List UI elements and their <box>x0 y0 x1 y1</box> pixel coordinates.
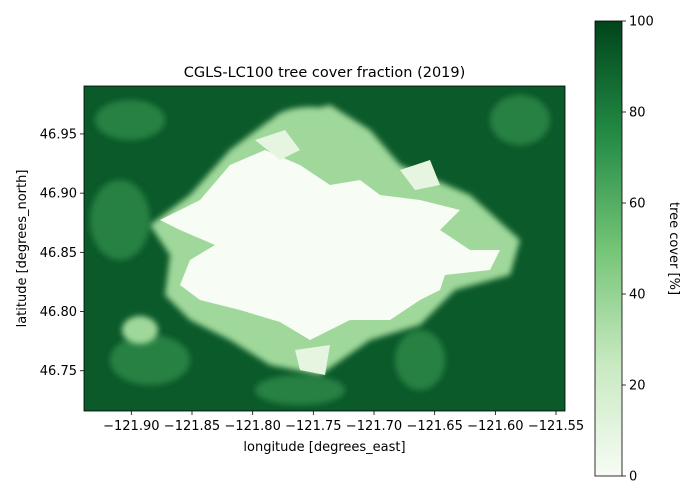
x-tick-label: −121.75 <box>285 419 341 434</box>
colorbar <box>594 20 623 477</box>
x-tick-label: −121.90 <box>103 419 159 434</box>
colorbar-tick-label: 0 <box>629 470 637 485</box>
raster-texture <box>90 95 550 405</box>
colorbar-tick-label: 40 <box>629 288 646 303</box>
x-tick-label: −121.85 <box>164 419 220 434</box>
y-tick-label: 46.95 <box>40 127 77 142</box>
colorbar-tick-label: 80 <box>629 106 646 121</box>
raster <box>84 86 565 411</box>
colorbar-tick-label: 60 <box>629 197 646 212</box>
colorbar-tick-label: 100 <box>629 15 654 30</box>
y-tick-label: 46.90 <box>40 187 77 202</box>
x-tick-label: −121.55 <box>528 419 584 434</box>
colorbar-label: tree cover [%] <box>666 202 681 295</box>
x-tick-label: −121.65 <box>406 419 462 434</box>
axes-frame <box>83 85 566 412</box>
raster-open-area <box>255 130 440 375</box>
y-tick-label: 46.75 <box>40 364 77 379</box>
x-tick-label: −121.60 <box>467 419 523 434</box>
raster-open-area <box>160 150 500 340</box>
y-tick-label: 46.85 <box>40 246 77 261</box>
x-axis-label: longitude [degrees_east] <box>243 440 405 455</box>
x-tick-label: −121.70 <box>346 419 402 434</box>
y-tick-label: 46.80 <box>40 305 77 320</box>
chart-title: CGLS-LC100 tree cover fraction (2019) <box>184 65 466 81</box>
colorbar-tick-label: 20 <box>629 379 646 394</box>
y-axis-label: latitude [degrees_north] <box>15 170 30 328</box>
x-tick-label: −121.80 <box>224 419 280 434</box>
